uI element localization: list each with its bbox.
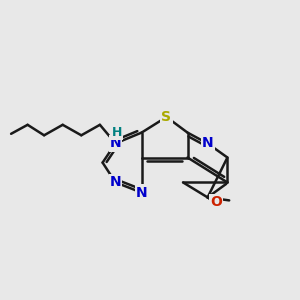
Text: H: H [112, 126, 122, 139]
Text: N: N [110, 136, 121, 150]
Text: N: N [202, 136, 213, 150]
Text: N: N [136, 186, 147, 200]
Text: O: O [210, 196, 222, 209]
Text: S: S [161, 110, 172, 124]
Text: N: N [110, 176, 121, 189]
